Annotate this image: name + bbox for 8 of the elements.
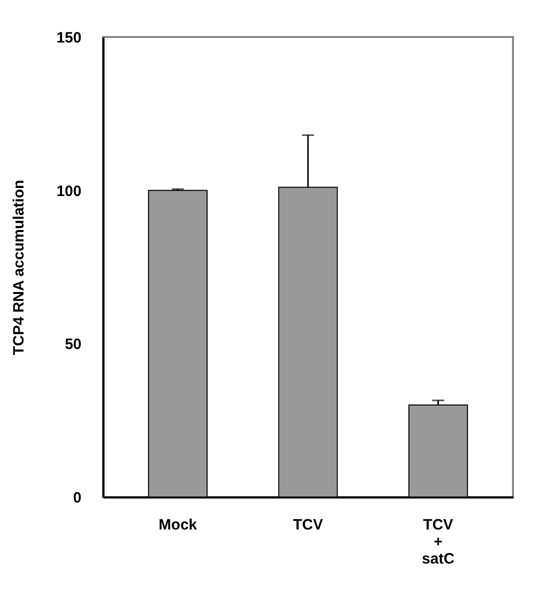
y-tick-label: 100 xyxy=(56,182,82,200)
y-tick-label: 150 xyxy=(56,30,82,46)
x-tick-label: Mock xyxy=(158,516,198,534)
x-tick-label: TCV xyxy=(293,516,323,534)
y-tick-label: 50 xyxy=(64,336,82,354)
x-tick-label: TCV + satC xyxy=(422,516,455,568)
y-axis-title: TCP4 RNA accumulation xyxy=(10,180,28,356)
y-tick-label: 0 xyxy=(73,490,82,506)
